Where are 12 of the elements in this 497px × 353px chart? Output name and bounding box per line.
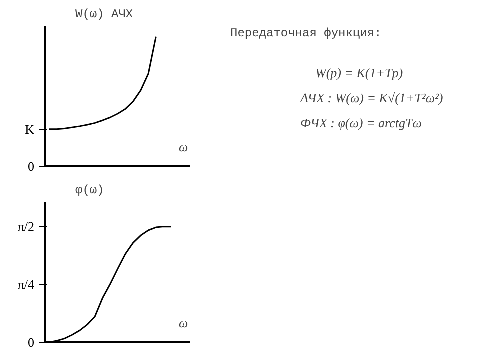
y-axis-title: φ(ω) (76, 184, 104, 198)
text: ФЧХ : φ(ω) = arctgTω (300, 116, 422, 130)
y-tick-label: π/2 (18, 219, 35, 234)
y-axis-title: W(ω) АЧХ (76, 8, 134, 22)
text: АЧХ : W(ω) = K√(1+T²ω²) (300, 90, 444, 106)
y-tick-label: 0 (28, 335, 34, 350)
x-axis-title: ω (179, 316, 188, 330)
x-axis-title: ω (179, 140, 188, 154)
text: K (25, 122, 36, 137)
text: W(p) = K(1+Tp) (316, 66, 404, 80)
y-tick-label: π/4 (18, 277, 35, 292)
text: Передаточная функция: (230, 26, 382, 40)
